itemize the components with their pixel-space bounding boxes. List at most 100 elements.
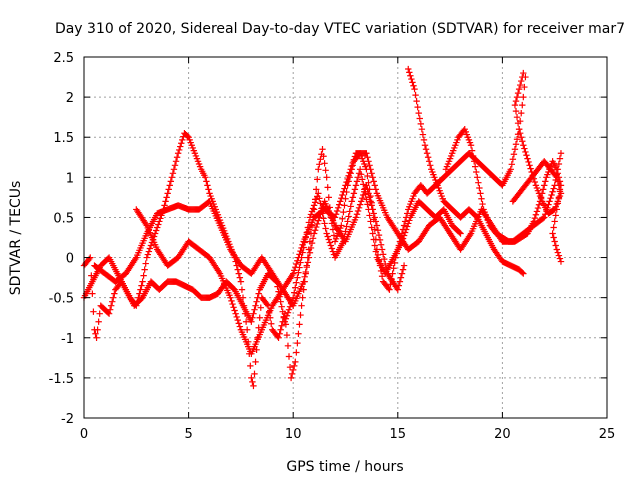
data-point xyxy=(532,211,540,218)
data-point xyxy=(518,109,525,117)
data-point xyxy=(251,370,258,378)
data-point xyxy=(516,81,524,89)
data-point xyxy=(278,322,285,329)
data-point xyxy=(528,168,535,176)
data-point xyxy=(142,260,149,267)
data-point xyxy=(520,270,527,277)
data-point xyxy=(169,170,177,177)
data-point xyxy=(296,251,303,258)
data-point xyxy=(347,203,354,210)
data-point xyxy=(367,166,374,173)
data-point xyxy=(368,170,375,177)
data-point xyxy=(314,220,321,228)
data-point xyxy=(530,175,537,182)
data-point xyxy=(386,286,393,293)
data-point xyxy=(275,334,282,341)
data-point xyxy=(400,262,408,269)
data-point xyxy=(551,218,558,225)
data-point xyxy=(412,91,419,99)
data-point xyxy=(295,254,302,261)
data-point xyxy=(234,266,241,273)
data-point xyxy=(519,138,526,145)
data-point xyxy=(232,310,239,317)
x-axis-label: GPS time / hours xyxy=(286,459,403,475)
data-point xyxy=(359,194,366,202)
data-point xyxy=(317,156,324,163)
data-point xyxy=(523,152,530,159)
data-point xyxy=(315,217,322,224)
data-point xyxy=(277,298,284,305)
data-point xyxy=(344,175,351,183)
data-point xyxy=(162,198,169,205)
data-point xyxy=(109,298,116,305)
data-point xyxy=(349,194,357,201)
data-point xyxy=(236,323,244,330)
data-point xyxy=(263,301,271,308)
data-point xyxy=(237,278,245,285)
data-point xyxy=(253,346,260,354)
data-point xyxy=(293,349,300,356)
data-point xyxy=(521,83,528,91)
y-tick-label: 0 xyxy=(66,252,74,267)
data-point xyxy=(525,158,532,166)
data-point xyxy=(257,304,264,311)
data-point xyxy=(304,259,312,266)
data-point xyxy=(299,294,306,301)
data-point xyxy=(353,178,361,185)
data-point xyxy=(553,246,560,253)
data-point xyxy=(394,286,401,293)
data-point xyxy=(316,214,323,221)
data-point xyxy=(93,334,100,341)
data-point xyxy=(233,313,240,321)
data-point xyxy=(292,358,299,366)
data-point xyxy=(364,186,371,193)
data-point xyxy=(519,101,526,109)
data-point xyxy=(370,178,377,185)
data-point xyxy=(277,326,284,333)
data-point xyxy=(346,169,353,176)
y-tick-label: 1.5 xyxy=(53,131,74,146)
data-point xyxy=(555,252,563,259)
data-point xyxy=(534,204,542,212)
data-point xyxy=(341,185,348,192)
data-point xyxy=(296,321,303,328)
data-point xyxy=(290,270,297,277)
data-point xyxy=(281,318,289,325)
data-point xyxy=(366,162,373,169)
data-point xyxy=(421,142,429,149)
data-point xyxy=(256,314,263,321)
data-point xyxy=(424,154,432,161)
data-point xyxy=(507,166,514,173)
data-point xyxy=(106,306,114,313)
data-point xyxy=(315,166,322,173)
data-point xyxy=(556,255,564,262)
data-point xyxy=(231,307,238,314)
data-point xyxy=(250,382,257,390)
data-point xyxy=(356,201,364,208)
data-point xyxy=(351,153,359,160)
data-point xyxy=(283,331,291,339)
data-point xyxy=(332,211,340,218)
data-point xyxy=(250,310,257,317)
data-point xyxy=(364,172,371,180)
data-point xyxy=(204,182,211,189)
data-point xyxy=(364,154,371,161)
data-point xyxy=(516,130,524,137)
data-point xyxy=(467,142,475,149)
data-point xyxy=(552,242,559,249)
data-point xyxy=(143,254,150,261)
data-point xyxy=(295,330,302,337)
data-point xyxy=(283,312,291,319)
data-point xyxy=(550,234,557,241)
data-point xyxy=(551,238,558,245)
data-point xyxy=(310,230,318,237)
data-point xyxy=(408,75,415,83)
data-point xyxy=(520,69,527,77)
data-point xyxy=(351,186,359,193)
y-tick-label: 2 xyxy=(66,91,74,106)
data-point xyxy=(513,136,521,143)
data-point xyxy=(407,72,414,79)
data-point xyxy=(514,89,522,97)
x-tick-label: 25 xyxy=(599,427,616,442)
data-point xyxy=(178,140,185,147)
